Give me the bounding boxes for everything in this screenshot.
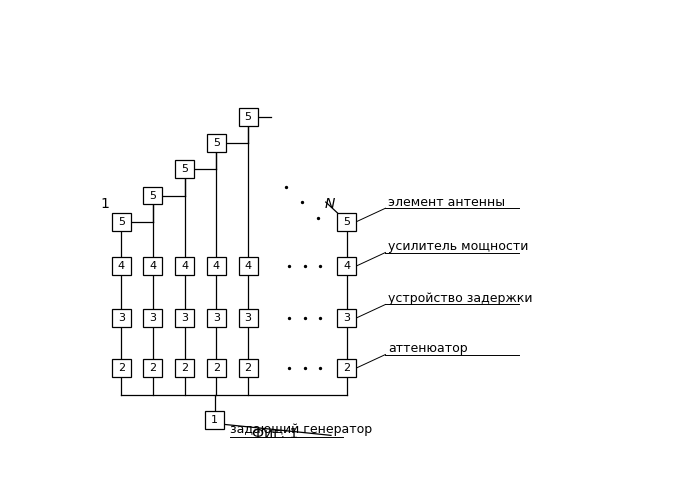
Bar bbox=[239, 359, 258, 377]
Bar bbox=[143, 186, 162, 204]
Text: 5: 5 bbox=[343, 216, 351, 226]
Text: 4: 4 bbox=[149, 261, 156, 271]
Bar bbox=[112, 213, 131, 230]
Text: задающий генератор: задающий генератор bbox=[230, 423, 372, 436]
Text: устройство задержки: устройство задержки bbox=[388, 292, 533, 305]
Text: 3: 3 bbox=[118, 313, 125, 323]
Bar bbox=[338, 309, 357, 327]
Text: 2: 2 bbox=[117, 363, 125, 373]
Text: 2: 2 bbox=[213, 363, 220, 373]
Bar bbox=[239, 108, 258, 126]
Bar bbox=[112, 359, 131, 377]
Text: 4: 4 bbox=[181, 261, 188, 271]
Bar bbox=[175, 257, 194, 275]
Bar bbox=[338, 359, 357, 377]
Text: 2: 2 bbox=[149, 363, 156, 373]
Bar bbox=[175, 359, 194, 377]
Text: 2: 2 bbox=[244, 363, 252, 373]
Text: N: N bbox=[325, 198, 336, 211]
Bar bbox=[338, 257, 357, 275]
Text: 3: 3 bbox=[343, 313, 351, 323]
Bar bbox=[207, 359, 226, 377]
Bar bbox=[143, 359, 162, 377]
Bar bbox=[175, 309, 194, 327]
Text: Фиг. 1: Фиг. 1 bbox=[252, 427, 299, 441]
Text: 4: 4 bbox=[213, 261, 220, 271]
Text: 1: 1 bbox=[211, 415, 218, 425]
Bar bbox=[207, 134, 226, 152]
Bar bbox=[112, 309, 131, 327]
Text: аттенюатор: аттенюатор bbox=[388, 342, 468, 355]
Bar bbox=[175, 160, 194, 178]
Bar bbox=[143, 309, 162, 327]
Text: 3: 3 bbox=[245, 313, 252, 323]
Bar bbox=[338, 213, 357, 230]
Text: 1: 1 bbox=[101, 198, 110, 211]
Text: 2: 2 bbox=[343, 363, 351, 373]
Text: 5: 5 bbox=[245, 112, 252, 122]
Text: 3: 3 bbox=[213, 313, 220, 323]
Text: 5: 5 bbox=[118, 216, 125, 226]
Text: 4: 4 bbox=[343, 261, 351, 271]
Text: 5: 5 bbox=[149, 190, 156, 200]
Bar bbox=[207, 257, 226, 275]
Text: 5: 5 bbox=[213, 138, 220, 148]
Text: усилитель мощности: усилитель мощности bbox=[388, 240, 529, 253]
Bar bbox=[143, 257, 162, 275]
Bar bbox=[239, 309, 258, 327]
Text: элемент антенны: элемент антенны bbox=[388, 196, 505, 209]
Text: 4: 4 bbox=[244, 261, 252, 271]
Text: 3: 3 bbox=[149, 313, 156, 323]
Bar bbox=[205, 411, 224, 429]
Bar bbox=[112, 257, 131, 275]
Bar bbox=[207, 309, 226, 327]
Text: 4: 4 bbox=[117, 261, 125, 271]
Bar bbox=[239, 257, 258, 275]
Text: 3: 3 bbox=[181, 313, 188, 323]
Text: 5: 5 bbox=[181, 164, 188, 174]
Text: 2: 2 bbox=[181, 363, 188, 373]
